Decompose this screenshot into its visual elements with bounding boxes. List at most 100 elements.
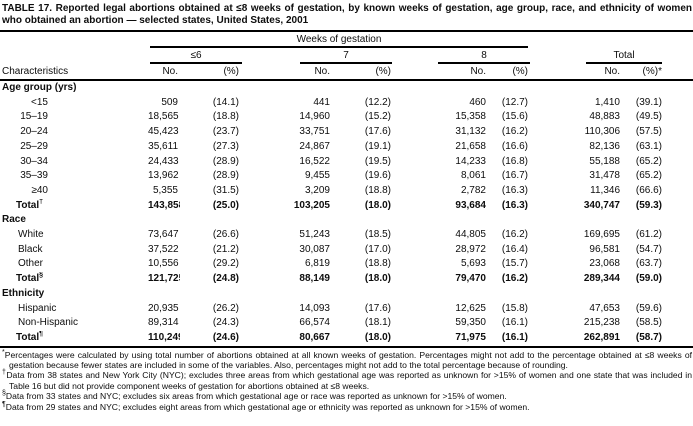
row-label: ≥40 <box>31 184 48 196</box>
row-label: Total§ <box>16 272 44 285</box>
percent-cell: (18.0) <box>364 331 391 343</box>
number-cell: 6,819 <box>304 258 330 270</box>
percent-cell: (23.7) <box>212 126 239 138</box>
no-header-7: No. <box>244 64 332 81</box>
percent-cell: (14.1) <box>212 96 239 108</box>
section-label: Race <box>2 214 26 226</box>
data-row: Other 10,556 (29.2) 6,819 (18.8) 5,693 (15.7) 2… <box>0 257 693 272</box>
pct-header-7: (%) <box>332 64 392 81</box>
data-row: Hispanic 20,935 (26.2) 14,093 (17.6) 12,625 (1… <box>0 302 693 317</box>
section-header-row: Ethnicity <box>0 287 693 302</box>
percent-cell: (15.7) <box>501 258 528 270</box>
percent-cell: (16.2) <box>501 273 528 285</box>
number-cell: 15,358 <box>455 111 486 123</box>
data-row: 15–19 18,565 (18.8) 14,960 (15.2) 15,358 (15.6… <box>0 110 693 125</box>
number-cell: 289,344 <box>583 273 620 285</box>
percent-cell: (63.1) <box>635 140 662 152</box>
number-cell: 441 <box>313 96 330 108</box>
row-label: Hispanic <box>18 302 57 314</box>
number-cell: 71,975 <box>455 331 486 343</box>
number-cell: 143,858 <box>148 199 180 211</box>
number-cell: 35,611 <box>148 140 178 152</box>
percent-cell: (19.6) <box>364 170 391 182</box>
number-cell: 20,935 <box>148 302 179 314</box>
percent-cell: (15.8) <box>501 302 528 314</box>
table-body: Age group (yrs) <15 509 (14.1) 441 (12.2) 460 (… <box>0 80 693 347</box>
number-cell: 30,087 <box>299 243 330 255</box>
percent-cell: (29.2) <box>212 258 239 270</box>
number-cell: 88,149 <box>299 273 330 285</box>
weeks-of-gestation-header: Weeks of gestation <box>148 32 530 48</box>
footnote-marker: § <box>39 272 44 279</box>
number-cell: 16,522 <box>299 155 330 167</box>
row-label: Other <box>18 258 44 270</box>
percent-cell: (17.0) <box>364 243 391 255</box>
table-title: TABLE 17. Reported legal abortions obtai… <box>0 0 693 32</box>
number-cell: 44,805 <box>455 229 486 241</box>
number-cell: 31,478 <box>589 170 620 182</box>
percent-cell: (16.3) <box>501 184 528 196</box>
percent-cell: (19.1) <box>364 140 391 152</box>
percent-cell: (24.6) <box>212 331 239 343</box>
number-cell: 509 <box>161 96 178 108</box>
number-cell: 3,209 <box>304 184 330 196</box>
row-label: Total¶ <box>16 330 44 343</box>
no-header-le6: No. <box>148 64 180 81</box>
abortions-gestation-table: Characteristics Weeks of gestation ≤6 7 … <box>0 32 693 348</box>
footnote-marker: † <box>39 198 44 206</box>
number-cell: 12,625 <box>455 302 486 314</box>
percent-cell: (16.1) <box>501 331 528 343</box>
number-cell: 47,653 <box>589 302 620 314</box>
section-label: Ethnicity <box>2 287 45 299</box>
data-row: 35–39 13,962 (28.9) 9,455 (19.6) 8,061 (16.7) 3… <box>0 169 693 184</box>
number-cell: 1,410 <box>594 96 620 108</box>
number-cell: 460 <box>469 96 486 108</box>
pct-header-le6: (%) <box>180 64 244 81</box>
number-cell: 59,350 <box>455 317 486 329</box>
col-group-8-header: 8 <box>392 48 530 64</box>
percent-cell: (15.2) <box>364 111 391 123</box>
number-cell: 80,667 <box>299 331 330 343</box>
col-group-le6-label: ≤6 <box>150 48 242 64</box>
percent-cell: (26.6) <box>212 229 239 241</box>
number-cell: 33,751 <box>299 126 330 138</box>
percent-cell: (57.5) <box>635 126 662 138</box>
number-cell: 37,522 <box>148 243 179 255</box>
percent-cell: (16.1) <box>501 317 528 329</box>
percent-cell: (65.2) <box>635 155 662 167</box>
row-label: Total† <box>16 198 44 211</box>
number-cell: 9,455 <box>304 170 330 182</box>
row-label: <15 <box>31 96 48 108</box>
percent-cell: (24.8) <box>212 273 239 285</box>
number-cell: 8,061 <box>460 170 486 182</box>
percent-cell: (16.4) <box>501 243 528 255</box>
col-group-8-label: 8 <box>438 48 530 64</box>
percent-cell: (39.1) <box>635 96 662 108</box>
number-cell: 51,243 <box>299 229 330 241</box>
number-cell: 93,684 <box>455 199 486 211</box>
col-group-7-label: 7 <box>300 48 392 64</box>
footnote: †Data from 38 states and New York City (… <box>2 369 692 391</box>
pct-header-8: (%) <box>488 64 530 81</box>
percent-cell: (19.5) <box>364 155 391 167</box>
percent-cell: (16.8) <box>501 155 528 167</box>
number-cell: 5,693 <box>460 258 486 270</box>
percent-cell: (15.6) <box>501 111 528 123</box>
data-row: <15 509 (14.1) 441 (12.2) 460 (12.7) 1,410 (39.1… <box>0 96 693 111</box>
number-cell: 340,747 <box>583 199 620 211</box>
total-row: Total§ 121,725 (24.8) 88,149 (18.0) 79,470 (16… <box>0 272 693 287</box>
col-group-7-header: 7 <box>244 48 392 64</box>
percent-cell: (25.0) <box>212 199 239 211</box>
percent-cell: (27.3) <box>212 140 239 152</box>
col-group-total-header: Total <box>530 48 693 64</box>
number-cell: 14,093 <box>299 302 330 314</box>
percent-cell: (59.6) <box>635 302 662 314</box>
number-cell: 18,565 <box>148 111 179 123</box>
no-header-total: No. <box>530 64 622 81</box>
number-cell: 10,556 <box>148 258 179 270</box>
section-label: Age group (yrs) <box>2 82 77 93</box>
section-header-row: Age group (yrs) <box>0 80 693 96</box>
number-cell: 28,972 <box>455 243 486 255</box>
percent-cell: (16.2) <box>501 126 528 138</box>
number-cell: 82,136 <box>589 140 620 152</box>
